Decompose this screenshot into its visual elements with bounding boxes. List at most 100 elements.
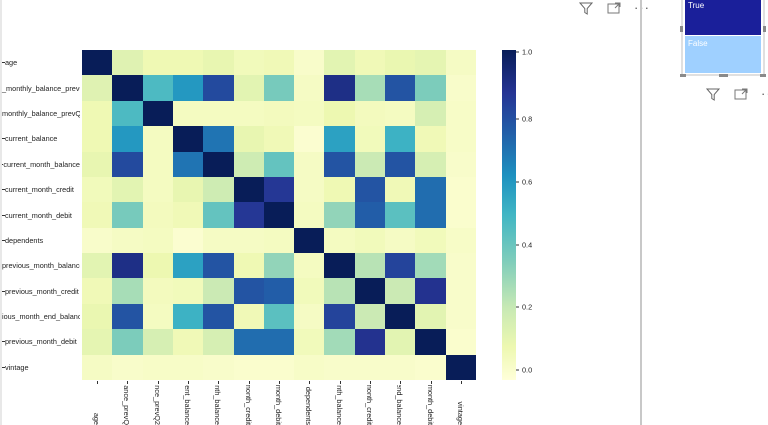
- more-options-icon[interactable]: ···: [761, 86, 768, 101]
- heatmap-cell[interactable]: [385, 50, 416, 76]
- heatmap-cell[interactable]: [385, 253, 416, 279]
- heatmap-cell[interactable]: [82, 100, 113, 127]
- heatmap-cell[interactable]: [82, 278, 113, 304]
- heatmap-cell[interactable]: [233, 227, 264, 254]
- heatmap-cell[interactable]: [233, 253, 264, 279]
- heatmap-cell[interactable]: [294, 50, 325, 76]
- heatmap-cell[interactable]: [172, 75, 204, 101]
- heatmap-cell[interactable]: [82, 176, 113, 203]
- heatmap-cell[interactable]: [324, 303, 355, 330]
- heatmap-cell[interactable]: [203, 253, 234, 279]
- heatmap-cell[interactable]: [385, 176, 416, 203]
- heatmap-cell[interactable]: [112, 253, 143, 279]
- heatmap-cell[interactable]: [263, 329, 295, 355]
- heatmap-cell[interactable]: [112, 100, 143, 127]
- resize-handle[interactable]: [719, 74, 728, 77]
- heatmap-cell[interactable]: [324, 151, 355, 177]
- heatmap-cell[interactable]: [263, 303, 295, 330]
- heatmap-cell[interactable]: [385, 303, 416, 330]
- resize-handle[interactable]: [763, 26, 766, 32]
- heatmap-cell[interactable]: [172, 227, 204, 254]
- heatmap-cell[interactable]: [445, 202, 476, 228]
- heatmap-cell[interactable]: [172, 176, 204, 203]
- heatmap-cell[interactable]: [142, 50, 173, 76]
- heatmap-cell[interactable]: [82, 202, 113, 228]
- heatmap-cell[interactable]: [142, 303, 173, 330]
- heatmap-cell[interactable]: [263, 176, 295, 203]
- correlation-heatmap[interactable]: [82, 50, 476, 380]
- heatmap-cell[interactable]: [82, 75, 113, 101]
- heatmap-cell[interactable]: [172, 329, 204, 355]
- heatmap-cell[interactable]: [445, 303, 476, 330]
- heatmap-cell[interactable]: [203, 50, 234, 76]
- heatmap-cell[interactable]: [263, 202, 295, 228]
- heatmap-cell[interactable]: [324, 176, 355, 203]
- heatmap-cell[interactable]: [142, 278, 173, 304]
- heatmap-cell[interactable]: [294, 354, 325, 380]
- heatmap-cell[interactable]: [172, 100, 204, 127]
- heatmap-cell[interactable]: [385, 227, 416, 254]
- heatmap-cell[interactable]: [112, 329, 143, 355]
- resize-handle[interactable]: [680, 26, 683, 32]
- heatmap-cell[interactable]: [82, 227, 113, 254]
- heatmap-cell[interactable]: [203, 278, 234, 304]
- heatmap-cell[interactable]: [294, 303, 325, 330]
- heatmap-cell[interactable]: [233, 202, 264, 228]
- heatmap-cell[interactable]: [172, 202, 204, 228]
- heatmap-cell[interactable]: [112, 303, 143, 330]
- heatmap-cell[interactable]: [415, 202, 446, 228]
- heatmap-cell[interactable]: [263, 100, 295, 127]
- heatmap-cell[interactable]: [294, 278, 325, 304]
- heatmap-cell[interactable]: [324, 202, 355, 228]
- heatmap-cell[interactable]: [445, 151, 476, 177]
- heatmap-cell[interactable]: [354, 126, 386, 152]
- more-options-icon[interactable]: ···: [634, 0, 650, 15]
- heatmap-cell[interactable]: [294, 126, 325, 152]
- heatmap-cell[interactable]: [233, 100, 264, 127]
- slicer-option-false[interactable]: False: [685, 36, 761, 73]
- heatmap-cell[interactable]: [112, 202, 143, 228]
- heatmap-cell[interactable]: [445, 278, 476, 304]
- heatmap-cell[interactable]: [82, 126, 113, 152]
- heatmap-cell[interactable]: [142, 227, 173, 254]
- heatmap-cell[interactable]: [385, 278, 416, 304]
- heatmap-cell[interactable]: [233, 151, 264, 177]
- heatmap-cell[interactable]: [445, 227, 476, 254]
- heatmap-cell[interactable]: [354, 329, 386, 355]
- heatmap-cell[interactable]: [142, 253, 173, 279]
- heatmap-cell[interactable]: [294, 176, 325, 203]
- heatmap-cell[interactable]: [415, 151, 446, 177]
- heatmap-cell[interactable]: [324, 100, 355, 127]
- heatmap-cell[interactable]: [324, 329, 355, 355]
- heatmap-cell[interactable]: [172, 253, 204, 279]
- heatmap-cell[interactable]: [142, 329, 173, 355]
- heatmap-cell[interactable]: [203, 329, 234, 355]
- heatmap-cell[interactable]: [415, 227, 446, 254]
- heatmap-cell[interactable]: [142, 151, 173, 177]
- heatmap-cell[interactable]: [354, 151, 386, 177]
- heatmap-cell[interactable]: [263, 354, 295, 380]
- heatmap-cell[interactable]: [385, 151, 416, 177]
- heatmap-cell[interactable]: [203, 303, 234, 330]
- heatmap-cell[interactable]: [142, 176, 173, 203]
- heatmap-cell[interactable]: [415, 176, 446, 203]
- heatmap-cell[interactable]: [203, 176, 234, 203]
- heatmap-cell[interactable]: [263, 75, 295, 101]
- heatmap-cell[interactable]: [324, 126, 355, 152]
- heatmap-cell[interactable]: [324, 75, 355, 101]
- heatmap-cell[interactable]: [445, 176, 476, 203]
- heatmap-cell[interactable]: [385, 329, 416, 355]
- heatmap-cell[interactable]: [263, 227, 295, 254]
- heatmap-cell[interactable]: [142, 126, 173, 152]
- heatmap-cell[interactable]: [294, 253, 325, 279]
- heatmap-cell[interactable]: [415, 50, 446, 76]
- heatmap-cell[interactable]: [233, 126, 264, 152]
- heatmap-cell[interactable]: [354, 354, 386, 380]
- resize-handle[interactable]: [760, 74, 766, 77]
- heatmap-cell[interactable]: [324, 50, 355, 76]
- focus-mode-icon[interactable]: [733, 87, 749, 101]
- heatmap-cell[interactable]: [233, 303, 264, 330]
- heatmap-cell[interactable]: [324, 278, 355, 304]
- focus-mode-icon[interactable]: [606, 1, 622, 15]
- heatmap-cell[interactable]: [203, 227, 234, 254]
